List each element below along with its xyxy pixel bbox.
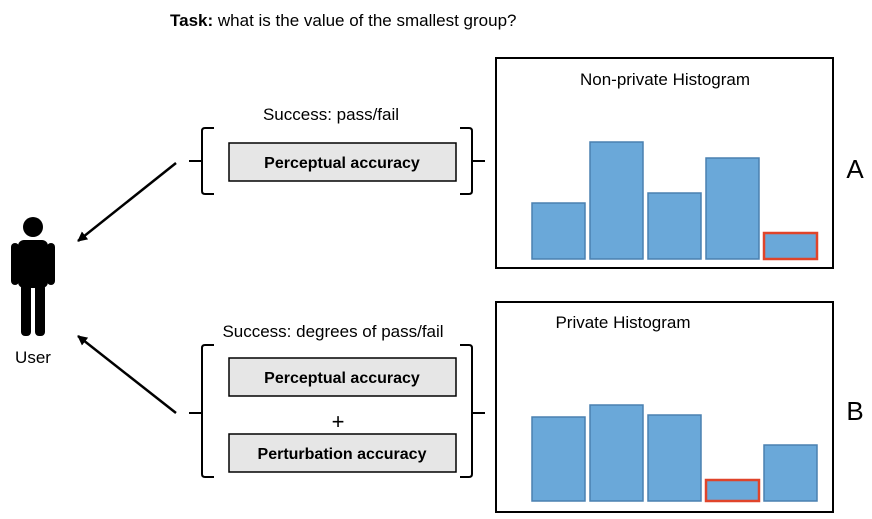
histogram-title-b: Private Histogram: [555, 313, 690, 332]
success-label-a: Success: pass/fail: [263, 105, 399, 124]
task-question: what is the value of the smallest group?: [213, 11, 516, 30]
smallest-bar-b-4: [704, 478, 761, 503]
perceptual-accuracy-box-b: [228, 357, 457, 397]
perceptual-accuracy-label-b: Perceptual accuracy: [264, 370, 420, 387]
histogram-bars-a: [531, 141, 819, 261]
bar-b-3: [647, 414, 702, 502]
histogram-bars-b: [531, 404, 818, 503]
task-prefix: Task:: [170, 11, 213, 30]
bar-a-3: [647, 192, 702, 260]
histogram-title-a: Non-private Histogram: [580, 70, 750, 89]
perceptual-accuracy-label-a: Perceptual accuracy: [264, 155, 420, 172]
bracket-b: [189, 344, 485, 478]
panel-letter-b: B: [846, 396, 863, 426]
arrow-a-to-user: [77, 162, 177, 242]
person-icon: [11, 217, 55, 336]
bar-b-1: [531, 416, 586, 502]
perceptual-accuracy-box-a: [228, 142, 457, 182]
bracket-a: [189, 127, 485, 195]
plus-sign: +: [332, 409, 345, 434]
bar-b-5: [763, 444, 818, 502]
smallest-bar-a-5: [762, 231, 819, 261]
arrow-b-to-user: [77, 335, 177, 414]
task-text: Task: what is the value of the smallest …: [170, 11, 517, 30]
user-label: User: [15, 348, 51, 367]
bar-a-4: [705, 157, 760, 260]
perturbation-accuracy-label-b: Perturbation accuracy: [258, 446, 427, 463]
bar-b-2: [589, 404, 644, 502]
perturbation-accuracy-box-b: [228, 433, 457, 473]
panel-letter-a: A: [846, 154, 864, 184]
success-label-b: Success: degrees of pass/fail: [222, 322, 443, 341]
bar-a-2: [589, 141, 644, 260]
bar-a-1: [531, 202, 586, 260]
